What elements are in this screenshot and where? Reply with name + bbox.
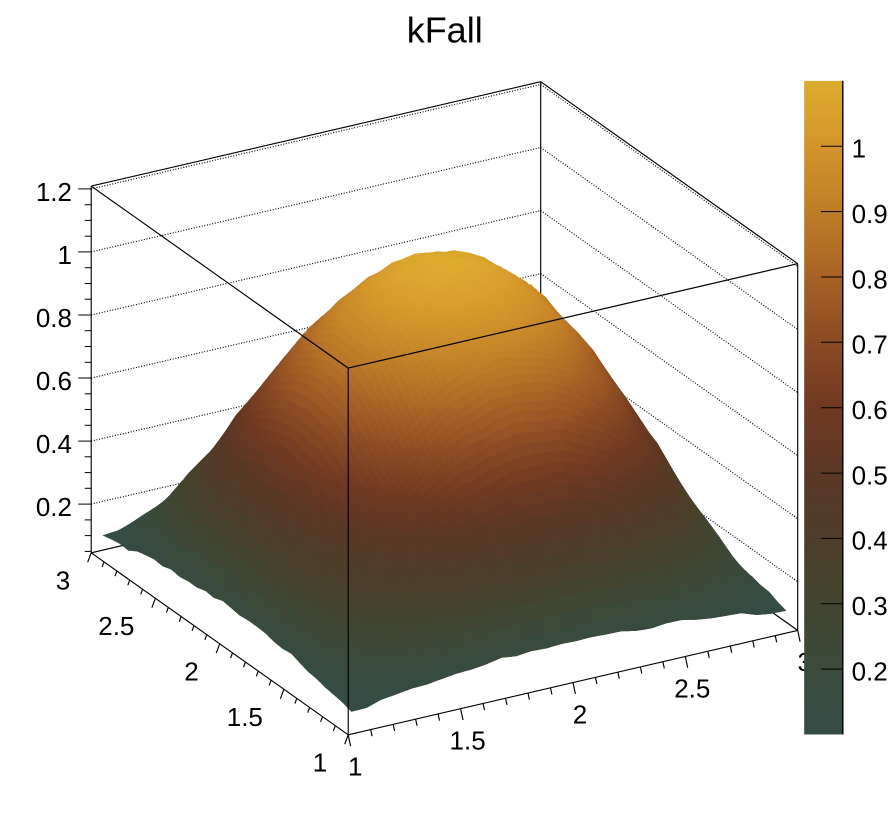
svg-text:0.8: 0.8 bbox=[36, 303, 72, 333]
svg-text:0.3: 0.3 bbox=[852, 591, 888, 621]
svg-text:2.5: 2.5 bbox=[674, 673, 710, 703]
svg-text:0.2: 0.2 bbox=[36, 492, 72, 522]
svg-text:0.5: 0.5 bbox=[852, 460, 888, 490]
svg-text:0.6: 0.6 bbox=[852, 395, 888, 425]
svg-text:1: 1 bbox=[58, 240, 72, 270]
svg-text:0.2: 0.2 bbox=[852, 656, 888, 686]
svg-text:kFall: kFall bbox=[407, 10, 483, 51]
svg-text:0.4: 0.4 bbox=[852, 526, 888, 556]
svg-text:2.5: 2.5 bbox=[98, 611, 134, 641]
svg-text:0.7: 0.7 bbox=[852, 330, 888, 360]
svg-text:2: 2 bbox=[184, 657, 198, 687]
svg-text:1.5: 1.5 bbox=[227, 702, 263, 732]
svg-text:1: 1 bbox=[348, 752, 362, 782]
svg-text:1: 1 bbox=[852, 134, 866, 164]
svg-text:1: 1 bbox=[313, 748, 327, 778]
svg-text:0.8: 0.8 bbox=[852, 264, 888, 294]
svg-text:0.6: 0.6 bbox=[36, 366, 72, 396]
svg-text:2: 2 bbox=[573, 699, 587, 729]
svg-text:3: 3 bbox=[56, 566, 70, 596]
svg-text:0.9: 0.9 bbox=[852, 199, 888, 229]
svg-text:0.4: 0.4 bbox=[36, 429, 72, 459]
svg-text:1.5: 1.5 bbox=[450, 726, 486, 756]
svg-text:1.2: 1.2 bbox=[36, 177, 72, 207]
